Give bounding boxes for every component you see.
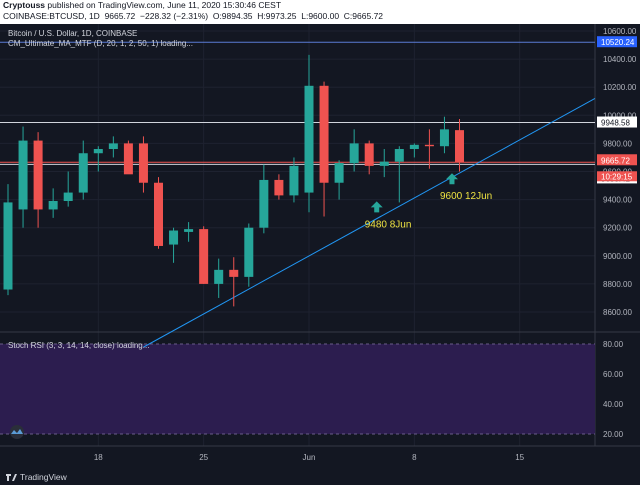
candle-body [78,153,88,193]
candle-body [304,85,314,193]
chart-svg[interactable]: 80.00 60.00 40.00 20.00 9480 8Jun 9600 12Jun… [0,24,640,470]
price-tick-label: 9400.00 [603,196,632,205]
tradingview-watermark[interactable]: TradingView [6,472,67,482]
rsi-tick-label: 60.00 [603,370,624,379]
price-tag-label: 10520.24 [601,38,635,47]
time-tick-label: 18 [94,453,103,462]
candle-body [169,230,179,245]
price-tag-label: 9948.58 [601,119,630,128]
price-tag-label: 9665.72 [601,156,630,165]
legend-title: Bitcoin / U.S. Dollar, 1D, COINBASE [8,29,137,38]
candle-body [48,201,58,210]
candle-body [18,140,28,210]
brand-label: TradingView [20,472,67,482]
price-tick-label: 10400.00 [603,55,637,64]
price-tick-label: 10200.00 [603,83,637,92]
candle-body [33,140,43,210]
price-tag [597,116,637,128]
candle-body [289,165,299,196]
stoch-rsi-pane: 80.00 60.00 40.00 20.00 [0,340,624,439]
up-arrow-icon [370,201,383,213]
price-tick-label: 9800.00 [603,139,632,148]
horizontal-lines [0,41,595,165]
publish-header: Cryptouss published on TradingView.com, … [0,0,640,24]
up-arrow-icon [445,173,458,185]
candle-body [349,143,359,164]
candle-body [138,143,148,183]
candle-body [229,269,239,277]
candle-body [154,182,163,246]
candle-body [409,144,419,150]
price-tag [597,36,637,48]
candle-body [424,144,434,147]
price-tick-label: 10600.00 [603,27,637,36]
annotations-group: 9480 8Jun 9600 12Jun [365,173,492,230]
footer: TradingView [0,470,640,485]
countdown-tag [597,171,637,182]
time-axis[interactable]: 18 25 Jun 8 15 [94,453,525,462]
time-tick-label: Jun [303,453,316,462]
price-axis[interactable]: 8600.008800.009000.009200.009400.009600.… [597,27,637,317]
tradingview-logo-icon [6,474,17,481]
candle-body [244,227,254,277]
high-value: H:9973.25 [257,11,297,21]
candle-body [394,149,404,162]
publish-line: Cryptouss published on TradingView.com, … [0,0,640,11]
candle-body [3,202,13,290]
close-value: C:9665.72 [343,11,384,21]
price-tick-label: 8800.00 [603,280,632,289]
candle-body [259,179,269,228]
rsi-label: Stoch RSI (3, 3, 14, 14, close) loading.… [8,341,149,350]
last-price: 9665.72 [104,11,136,21]
candle-body [334,163,344,183]
legend-indicator: CM_Ultimate_MA_MTF (D, 20, 1, 2, 50, 1) … [8,39,193,48]
candle-body [455,130,464,163]
grid-lines [0,24,640,447]
annotation-label: 9600 12Jun [440,191,492,202]
candle-body [319,85,329,183]
candle-body [379,161,389,166]
rsi-tick-label: 20.00 [603,430,624,439]
trendline [143,98,596,348]
chart-area[interactable]: 80.00 60.00 40.00 20.00 9480 8Jun 9600 12Jun… [0,24,640,470]
time-tick-label: 8 [412,453,417,462]
price-tick-label: 9200.00 [603,224,632,233]
countdown-label: 10:29:15 [601,172,633,181]
price-tick-label: 9000.00 [603,252,632,261]
candle-body [184,229,194,232]
open-value: O:9894.35 [212,11,253,21]
publisher-name: Cryptouss [3,0,46,10]
candle-body [214,269,224,284]
publish-info: published on TradingView.com, June 11, 2… [47,0,282,10]
time-tick-label: 25 [199,453,208,462]
candle-body [199,229,209,284]
rsi-band [0,344,595,434]
trendline-group [143,98,596,348]
price-tick-label: 8600.00 [603,308,632,317]
symbol-label: COINBASE:BTCUSD, 1D [3,11,100,21]
price-change: −228.32 (−2.31%) [140,11,209,21]
candle-body [439,129,449,147]
candle-body [63,192,73,202]
price-tick-label: 10000.00 [603,111,637,120]
candle-body [108,143,118,150]
symbol-line: COINBASE:BTCUSD, 1D 9665.72 −228.32 (−2.… [0,11,640,22]
annotation-label: 9480 8Jun [365,219,412,230]
candles-group [3,54,464,307]
rsi-tick-label: 80.00 [603,340,624,349]
rsi-logo-icon [10,425,24,439]
candle-body [274,179,284,196]
price-tag [597,154,637,166]
candle-body [93,149,103,154]
time-tick-label: 15 [515,453,524,462]
rsi-tick-label: 40.00 [603,400,624,409]
low-value: L:9600.00 [301,11,340,21]
candle-body [364,143,374,166]
candle-body [123,143,133,175]
